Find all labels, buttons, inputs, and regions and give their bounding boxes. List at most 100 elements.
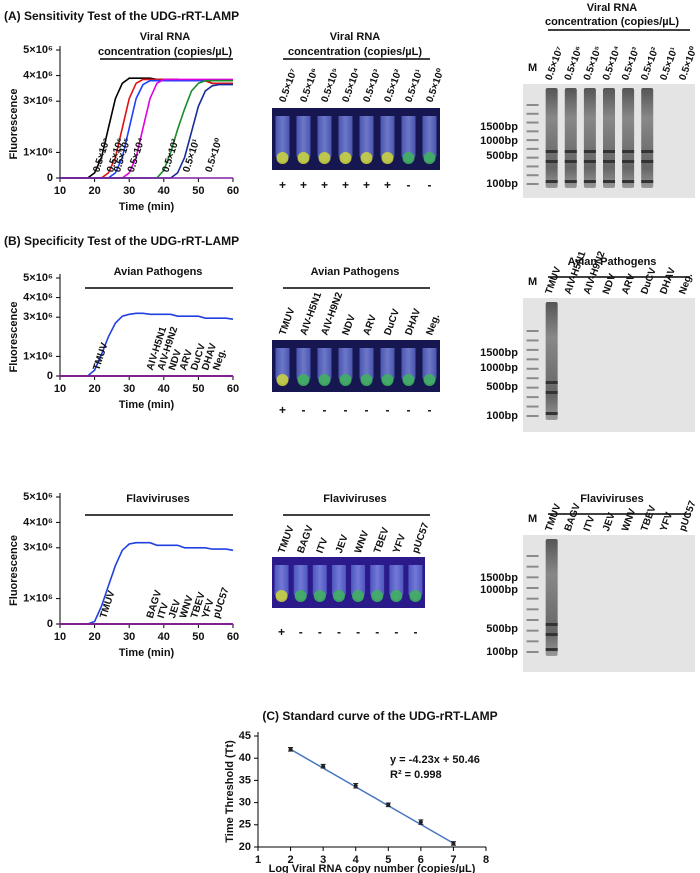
y-axis-title: Fluorescence: [8, 89, 20, 160]
tube-result: -: [302, 403, 306, 417]
ladder-band: [526, 415, 539, 417]
x-tick-label: 20: [88, 185, 100, 197]
tube-result: +: [384, 178, 391, 192]
tube: [275, 116, 290, 162]
data-point: [418, 820, 423, 825]
data-point: [386, 802, 391, 807]
tube-liquid: [423, 152, 436, 164]
ladder-band: [526, 139, 539, 142]
x-tick-label: 40: [158, 383, 170, 395]
tube-liquid: [402, 152, 415, 164]
panel-heading: (C) Standard curve of the UDG-rRT-LAMP: [262, 709, 497, 723]
tube-liquid: [402, 374, 415, 386]
tube: [317, 348, 332, 384]
y-tick-label: 45: [239, 730, 251, 742]
gel-band: [545, 391, 558, 394]
tube-liquid: [297, 374, 310, 386]
y-tick-label: 1×10⁶: [23, 146, 53, 158]
y-tick-label: 0: [47, 618, 53, 630]
data-line: [60, 312, 234, 377]
ladder-band: [526, 576, 539, 579]
gel-band: [641, 160, 654, 163]
tube: [422, 348, 437, 384]
gel-size-label: 500bp: [486, 381, 518, 393]
gel-size-label: 1500bp: [480, 572, 518, 584]
x-tick-label: 6: [418, 854, 424, 866]
y-tick-label: 3×10⁶: [23, 311, 53, 323]
ladder-band: [526, 358, 539, 361]
gel-marker-label: M: [528, 62, 537, 74]
tube-result: +: [278, 625, 285, 639]
tube: [401, 348, 416, 384]
y-tick-label: 40: [239, 752, 251, 764]
gel-size-label: 100bp: [486, 410, 518, 422]
x-tick-label: 40: [158, 185, 170, 197]
x-tick-label: 60: [227, 383, 239, 395]
tube: [401, 116, 416, 162]
gel-band: [545, 381, 558, 384]
x-tick-label: 30: [123, 383, 135, 395]
x-tick-label: 40: [158, 631, 170, 643]
tube-liquid: [318, 152, 331, 164]
gel-band: [641, 180, 654, 183]
gel-title: Viral RNA: [587, 2, 638, 14]
gel-title: Flaviviruses: [580, 493, 644, 505]
ladder-band: [526, 339, 539, 342]
ladder-band: [526, 112, 539, 115]
y-tick-label: 1×10⁶: [23, 593, 53, 605]
tube: [359, 348, 374, 384]
y-tick-label: 3×10⁶: [23, 95, 53, 107]
tube-result: -: [413, 625, 417, 639]
tube-result: -: [428, 403, 432, 417]
y-tick-label: 30: [239, 797, 251, 809]
ladder-band: [526, 156, 539, 159]
tube-liquid: [339, 152, 352, 164]
chart-title: Avian Pathogens: [114, 266, 203, 278]
gel-band: [583, 150, 596, 153]
y-tick-label: 0: [47, 172, 53, 184]
ladder-band: [526, 565, 539, 568]
ladder-band: [526, 147, 539, 150]
gel-marker-label: M: [528, 513, 537, 525]
y-tick-label: 0: [47, 370, 53, 382]
gel-band: [564, 180, 577, 183]
tube: [275, 348, 290, 384]
gel-band: [564, 160, 577, 163]
ladder-band: [526, 130, 539, 133]
tube-result: -: [365, 403, 369, 417]
x-tick-label: 2: [288, 854, 294, 866]
tube-result: +: [300, 178, 307, 192]
tube-result: -: [323, 403, 327, 417]
tube-result: -: [386, 403, 390, 417]
gel-size-label: 100bp: [486, 178, 518, 190]
tube-liquid: [360, 374, 373, 386]
gel-lane-label: ITV: [582, 514, 598, 533]
ladder-band: [526, 405, 539, 408]
ladder-band: [526, 367, 539, 370]
tube: [338, 348, 353, 384]
ladder-band: [526, 555, 539, 557]
gel-smear: [641, 88, 654, 188]
series-label: ITV: [156, 601, 171, 620]
gel-smear: [564, 88, 577, 188]
gel-band: [622, 150, 635, 153]
y-tick-label: 5×10⁶: [23, 44, 53, 56]
tube-liquid: [409, 590, 422, 602]
ladder-band: [526, 651, 539, 653]
x-tick-label: 5: [385, 854, 391, 866]
y-tick-label: 5×10⁶: [23, 491, 53, 503]
x-tick-label: 50: [192, 631, 204, 643]
tube-liquid: [381, 152, 394, 164]
x-tick-label: 20: [88, 383, 100, 395]
tube-result: -: [356, 625, 360, 639]
tube-liquid: [371, 590, 384, 602]
gel-title: Avian Pathogens: [568, 256, 657, 268]
x-tick-label: 4: [353, 854, 360, 866]
ladder-band: [526, 183, 539, 185]
tube-title: concentration (copies/µL): [288, 46, 422, 58]
x-axis-title: Time (min): [119, 647, 175, 659]
gel-band: [603, 160, 615, 163]
y-tick-label: 20: [239, 841, 251, 853]
ladder-band: [526, 597, 539, 600]
data-point: [288, 747, 293, 752]
